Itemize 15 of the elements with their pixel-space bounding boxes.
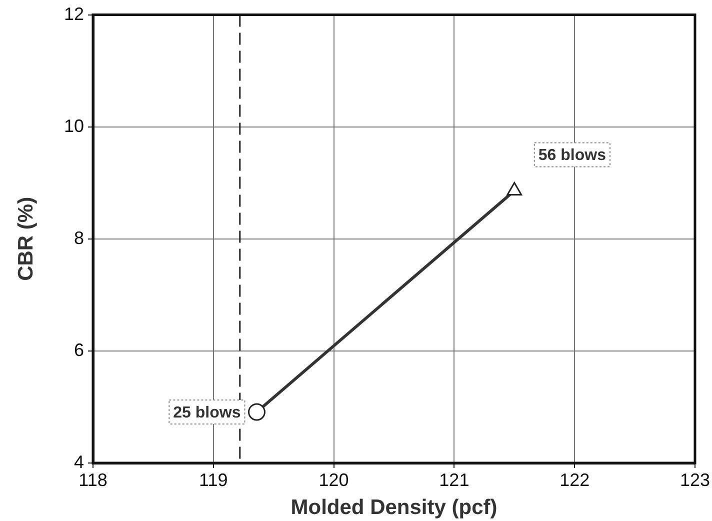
x-tick-label: 121 xyxy=(439,470,470,490)
x-tick-label: 120 xyxy=(318,470,349,490)
y-axis-title: CBR (%) xyxy=(14,196,38,281)
x-axis-title: Molded Density (pcf) xyxy=(290,496,498,520)
y-tick-label: 6 xyxy=(74,340,84,360)
x-tick-label: 122 xyxy=(560,470,590,490)
x-tick-label: 119 xyxy=(199,470,228,490)
x-tick-label: 118 xyxy=(78,470,108,490)
y-tick-label: 4 xyxy=(74,452,84,472)
y-tick-label: 10 xyxy=(64,116,84,136)
y-tick-label: 8 xyxy=(74,228,84,248)
annotation: 56 blows xyxy=(538,147,606,164)
annotation: 25 blows xyxy=(173,404,241,422)
x-tick-label: 123 xyxy=(680,470,710,490)
y-tick-label: 12 xyxy=(64,4,84,24)
